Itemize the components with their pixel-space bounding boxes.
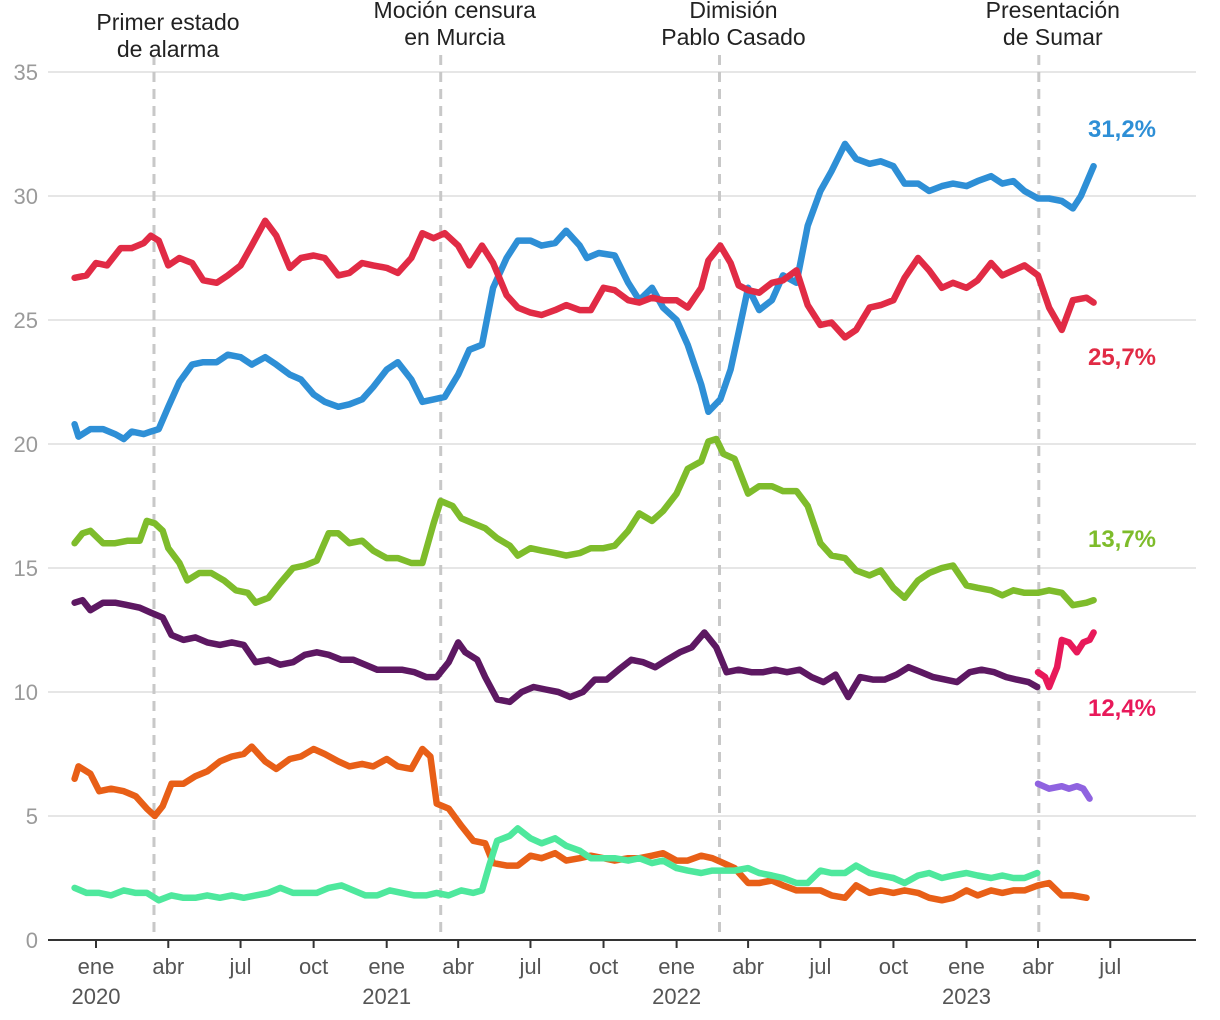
x-year-label: 2021 <box>362 984 411 1009</box>
end-label-1: 25,7% <box>1088 344 1156 371</box>
x-tick-label: jul <box>1098 954 1121 979</box>
x-tick-label: jul <box>229 954 252 979</box>
end-label-2: 13,7% <box>1088 526 1156 553</box>
series-line-5 <box>1034 780 1093 802</box>
x-tick-label: jul <box>518 954 541 979</box>
x-year-label: 2023 <box>942 984 991 1009</box>
x-tick-label: abr <box>732 954 764 979</box>
x-tick-label: ene <box>658 954 695 979</box>
event-label: Moción censura <box>374 0 537 23</box>
series-line-4 <box>1034 629 1097 691</box>
event-label: de alarma <box>117 36 219 62</box>
grid-layer: 0 5 10 15 20 25 30 35 <box>14 60 1196 953</box>
event-label: Primer estado <box>96 9 239 35</box>
series-line-7 <box>71 825 1041 904</box>
x-tick-label: oct <box>299 954 328 979</box>
x-tick-label: jul <box>808 954 831 979</box>
x-axis: ene 2020 abr jul oct ene 2021 abr jul oct ene 2022 a… <box>48 939 1196 1009</box>
y-tick-label: 25 <box>14 308 38 333</box>
series-line-1 <box>71 217 1097 341</box>
y-tick-label: 20 <box>14 432 38 457</box>
event-label: Dimisión <box>689 0 777 23</box>
y-tick-label: 10 <box>14 680 38 705</box>
event-label: Pablo Casado <box>661 24 806 50</box>
series-line-3 <box>71 596 1041 706</box>
event-label: en Murcia <box>404 24 505 50</box>
x-tick-label: abr <box>1022 954 1054 979</box>
y-tick-label: 5 <box>26 804 38 829</box>
x-tick-label: ene <box>78 954 115 979</box>
x-tick-label: oct <box>879 954 908 979</box>
event-label: de Sumar <box>1003 24 1103 50</box>
x-tick-label: oct <box>589 954 618 979</box>
series-line-2 <box>71 435 1097 609</box>
event-label: Presentación <box>986 0 1120 23</box>
series-layer <box>71 140 1097 904</box>
y-tick-label: 0 <box>26 928 38 953</box>
y-tick-label: 35 <box>14 60 38 85</box>
x-year-label: 2020 <box>72 984 121 1009</box>
x-tick-label: abr <box>442 954 474 979</box>
x-tick-label: ene <box>948 954 985 979</box>
x-tick-label: ene <box>368 954 405 979</box>
x-year-label: 2022 <box>652 984 701 1009</box>
series-line-0 <box>71 140 1097 443</box>
end-labels: 31,2% 25,7% 13,7% 12,4% <box>1088 116 1156 722</box>
y-tick-label: 30 <box>14 184 38 209</box>
x-tick-label: abr <box>152 954 184 979</box>
end-label-0: 31,2% <box>1088 116 1156 143</box>
series-line-6 <box>71 743 1090 904</box>
y-tick-label: 15 <box>14 556 38 581</box>
end-label-4: 12,4% <box>1088 695 1156 722</box>
